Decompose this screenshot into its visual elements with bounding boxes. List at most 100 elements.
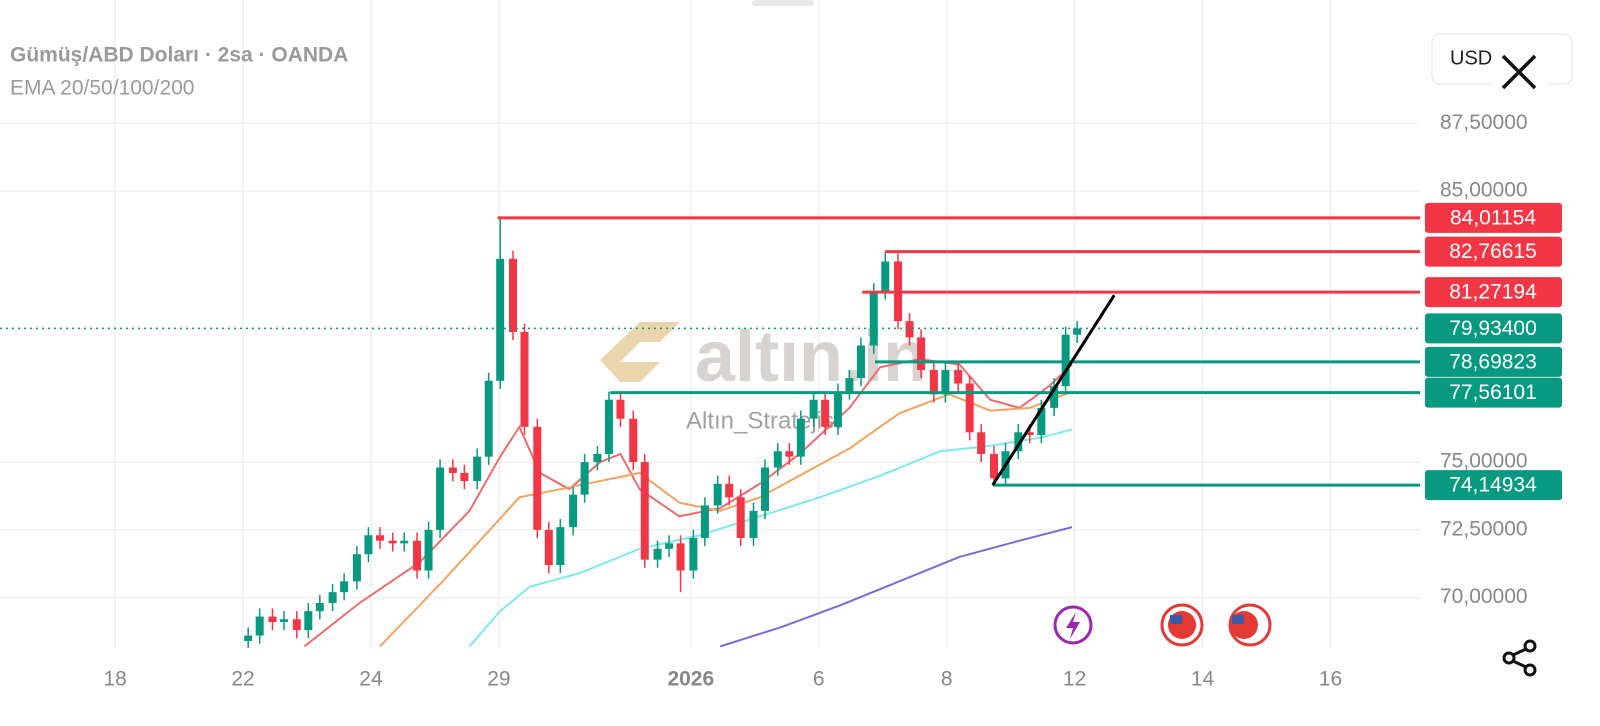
indicator-label: EMA 20/50/100/200 [10,77,194,100]
candle-body [761,467,770,511]
candle-body [424,529,433,571]
candle-body [448,467,457,473]
candle-body [496,258,505,381]
candle-body [749,510,758,538]
candle-body [413,540,422,571]
candle-body [255,616,264,636]
candle-body [665,543,674,549]
currency-label[interactable]: USD [1450,47,1492,69]
level-label-bg [1425,277,1562,308]
candle-body [809,399,818,419]
candle-body [460,472,469,482]
candle-body [736,497,745,538]
ema-line [468,428,1073,648]
candle-body [388,540,397,544]
grid [0,0,1420,648]
candle-body [533,426,542,530]
candle-body [941,369,950,395]
candle-body [990,453,998,479]
candle-body [280,619,288,622]
candle-body [556,527,565,566]
level-label: 78,69823 [1449,350,1537,373]
y-tick-label: 70,00000 [1440,585,1528,608]
level-label: 77,56101 [1449,381,1537,404]
candle-body [796,418,805,457]
candle-body [616,399,625,419]
y-tick-label: 72,50000 [1440,517,1528,540]
x-tick-label: 8 [941,668,953,691]
watermark: altın.in Altın_Stratejist [600,317,927,434]
level-label: 82,76615 [1449,240,1537,263]
candle-body [400,540,409,544]
candle-body [845,378,854,392]
watermark-brand: altın.in [695,317,927,397]
candle-body [713,483,722,506]
x-tick-label: 18 [103,668,126,691]
candle-body [773,451,782,468]
ema-line [303,358,1073,648]
y-tick-label: 75,00000 [1440,450,1528,473]
candle-body [544,529,553,566]
event-icon[interactable] [1053,605,1093,645]
candle-body [881,261,890,292]
candle-body [364,535,373,555]
candle-body [520,331,529,427]
candle-body [725,483,734,498]
level-label: 81,27194 [1449,281,1537,304]
share-button[interactable] [1502,639,1537,677]
chart-title: Gümüş/ABD Doları · 2sa · OANDA [10,44,348,67]
x-tick-label: 2026 [667,668,714,691]
level-label-bg [1425,313,1562,344]
level-label-bg [1425,377,1562,408]
candle-body [604,399,613,454]
candle-body [436,467,445,530]
x-tick-label: 29 [487,668,510,691]
level-label: 79,93400 [1449,317,1537,340]
candle-body [473,456,482,482]
candle-body [1025,432,1034,435]
level-label-bg [1425,470,1562,501]
level-label-bg [1425,236,1562,267]
candle-body [1014,432,1023,452]
candle-body [1050,386,1059,408]
candle-body [328,592,337,604]
us-event-icon[interactable] [1160,603,1204,647]
candle-body [689,537,698,571]
level-label: 74,14934 [1449,474,1537,497]
candle-body [593,453,602,463]
close-bg [1492,40,1548,96]
candle-body [1037,407,1046,435]
x-tick-label: 14 [1191,668,1215,691]
candle-body [352,554,361,582]
candle-body [244,635,253,641]
level-label-bg [1425,202,1562,233]
x-tick-label: 12 [1063,668,1086,691]
candle-body [869,291,878,346]
candle-body [304,611,313,631]
us-event-icon[interactable] [1228,603,1272,647]
candle-body [917,337,926,370]
candle-body [929,369,938,395]
watermark-logo [600,322,680,382]
ema-line [719,526,1073,648]
candle-body [315,603,324,612]
axes: 18 22 24 29 2026 6 8 12 14 16 70,00000 72,50000 75,0… [103,111,1527,691]
candle-body [700,505,709,538]
candle-body [653,548,662,560]
candle-body [856,345,865,379]
candle-body [484,380,493,457]
candle-body [268,616,277,622]
candle-body [676,543,685,571]
level-label: 84,01154 [1450,206,1536,229]
candle-body [977,432,986,454]
candle-body [292,619,301,631]
candle-body [905,321,914,338]
candle-body [569,494,578,528]
y-tick-label: 85,00000 [1440,179,1528,202]
candle-body [954,369,963,384]
close-button[interactable] [1501,54,1537,90]
watermark-author: Altın_Stratejist [686,407,841,434]
ema-line [379,390,1073,648]
candle-body [340,581,349,593]
